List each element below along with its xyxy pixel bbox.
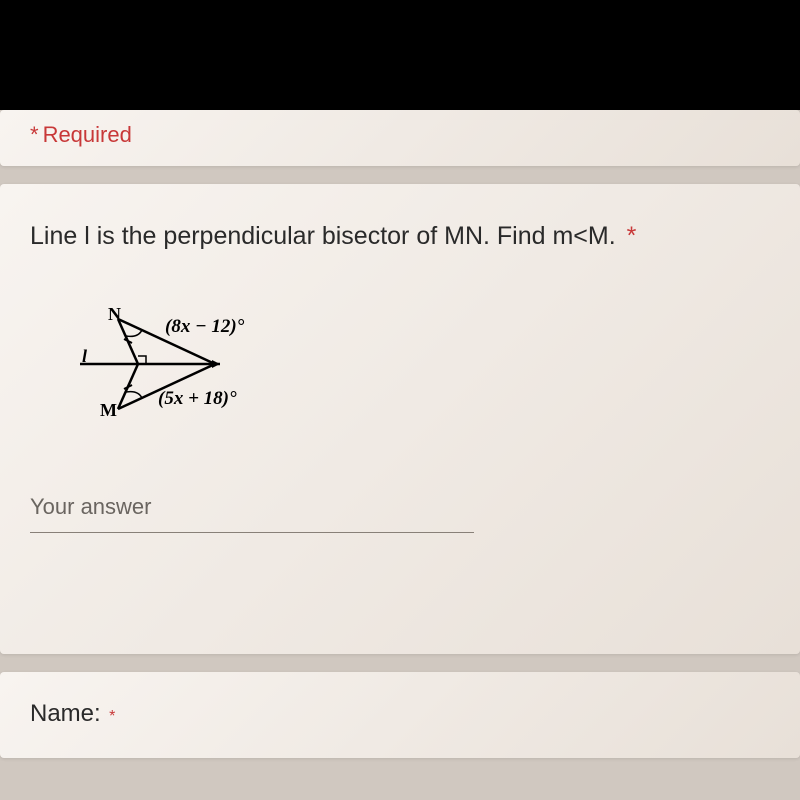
angle-bottom-label: (5x + 18)° bbox=[158, 388, 237, 410]
required-asterisk: * bbox=[30, 122, 39, 147]
label-N: N bbox=[108, 304, 121, 325]
angle-top-label: (8x − 12)° bbox=[165, 316, 244, 338]
label-M: M bbox=[100, 400, 117, 421]
question-asterisk: * bbox=[627, 222, 637, 250]
form-content: *Required Line l is the perpendicular bi… bbox=[0, 110, 800, 800]
name-asterisk: * bbox=[109, 708, 115, 725]
answer-input-line[interactable] bbox=[30, 532, 474, 533]
answer-label: Your answer bbox=[30, 494, 770, 520]
required-text: Required bbox=[43, 122, 132, 147]
question-card: Line l is the perpendicular bisector of … bbox=[0, 184, 800, 654]
name-card: Name: * bbox=[0, 672, 800, 758]
required-card: *Required bbox=[0, 110, 800, 166]
geometry-diagram: N M l (8x − 12)° (5x + 18)° bbox=[70, 294, 350, 434]
name-label: Name: bbox=[30, 700, 101, 727]
label-l: l bbox=[82, 346, 87, 367]
question-text-content: Line l is the perpendicular bisector of … bbox=[30, 222, 616, 250]
answer-section: Your answer bbox=[30, 494, 770, 533]
question-prompt: Line l is the perpendicular bisector of … bbox=[30, 219, 770, 254]
